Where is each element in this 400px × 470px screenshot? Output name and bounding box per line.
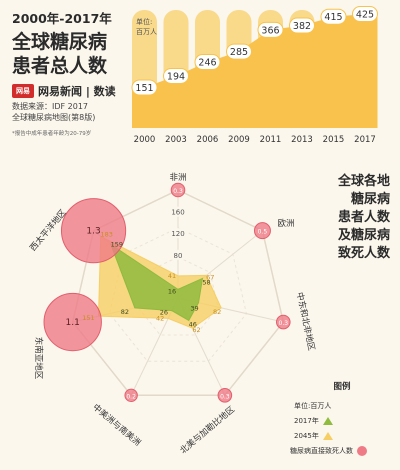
bar-chart: 151 2000 194 2003 246 2006 285 2009 366 2011 382 20… <box>131 6 378 145</box>
value-label-2017年-3: 39 <box>190 305 198 313</box>
title-range: 2000年-2017年 <box>12 11 112 26</box>
value-label-2017年-6: 82 <box>121 308 129 316</box>
source-line-1: 数据来源：IDF 2017 <box>12 102 89 111</box>
scale-label-160: 160 <box>171 209 184 217</box>
category-label-2013: 2013 <box>291 135 313 145</box>
radar-title-line-4: 及糖尿病 <box>337 228 390 243</box>
scale-label-80: 80 <box>174 252 183 260</box>
legend-deaths-label: 糖尿病直接致死人数 <box>290 446 353 455</box>
death-circle-6 <box>43 292 102 352</box>
value-label-2045年-6: 151 <box>82 314 94 322</box>
value-label-bg-2003 <box>163 67 189 84</box>
value-label-bg-2000 <box>131 79 158 96</box>
axis-label-1: 非洲 <box>169 172 186 183</box>
category-label-2017: 2017 <box>354 135 376 145</box>
death-label-2: 0.5 <box>258 229 268 236</box>
legend-2017-label: 2017年 <box>294 416 319 425</box>
value-label-bg-2017 <box>352 6 378 23</box>
scale-label-bg-160 <box>169 206 187 217</box>
value-label-bg-2015 <box>320 8 347 25</box>
value-label-2045年-7: 183 <box>101 230 113 238</box>
value-label-bg-2009 <box>226 43 252 60</box>
death-circle-3 <box>275 314 291 330</box>
value-label-2045年-4: 62 <box>192 326 200 334</box>
axis-label-5: 中美洲与南美洲 <box>90 402 143 449</box>
area-fill <box>132 14 378 128</box>
age-note: *报告中成年患者年龄为20-79岁 <box>12 131 92 137</box>
value-label-bg-2006 <box>194 54 221 71</box>
value-label-2045年-1: 41 <box>168 272 176 280</box>
axis-label-2: 欧洲 <box>277 218 294 229</box>
radar-title: 全球各地 糖尿病 患者人数 及糖尿病 致死人数 <box>298 173 390 263</box>
legend-2045-triangle-icon <box>322 431 333 440</box>
source: 数据来源：IDF 2017 全球糖尿病地图(第8版) <box>12 101 95 123</box>
category-label-2000: 2000 <box>134 135 156 145</box>
axis-label-4: 北美与加勒比地区 <box>178 404 238 456</box>
legend-unit: 单位:百万人 <box>294 401 332 410</box>
death-circle-7 <box>60 198 127 264</box>
brand: 网易 网易新闻 | 数读 <box>12 83 116 99</box>
brand-logo: 网易 <box>12 84 34 98</box>
main-title-line-2: 患者总人数 <box>12 55 108 77</box>
value-label-2045年-2: 67 <box>206 273 214 281</box>
value-label-2017: 425 <box>356 10 374 21</box>
value-label-2017年-1: 16 <box>168 287 176 295</box>
main-title: 全球糖尿病 患者总人数 <box>12 30 107 78</box>
source-line-2: 全球糖尿病地图(第8版) <box>12 113 96 122</box>
radar-title-line-5: 致死人数 <box>337 246 390 261</box>
radar-title-line-3: 患者人数 <box>337 210 390 225</box>
value-label-2011: 366 <box>261 25 279 36</box>
scale-label-120: 120 <box>171 230 184 238</box>
category-label-2009: 2009 <box>228 135 250 145</box>
category-label-2011: 2011 <box>260 135 282 145</box>
value-label-bg-2011 <box>257 21 284 38</box>
value-label-2003: 194 <box>167 71 185 82</box>
scale-label-bg-120 <box>169 228 187 239</box>
category-label-2003: 2003 <box>165 135 187 145</box>
legend: 图例 单位:百万人 2017年 2045年 糖尿病直接致死人数 <box>288 380 396 458</box>
death-label-3: 0.3 <box>279 320 289 327</box>
value-label-2013: 382 <box>293 21 311 32</box>
value-label-2009: 285 <box>230 47 248 58</box>
death-label-5: 0.2 <box>126 393 136 400</box>
category-label-2015: 2015 <box>323 135 345 145</box>
death-label-1: 0.3 <box>173 188 183 195</box>
death-label-7: 1.3 <box>86 227 100 237</box>
value-label-2006: 246 <box>198 58 216 69</box>
value-label-2045年-5: 42 <box>156 314 164 322</box>
brand-name: 网易新闻 | 数读 <box>38 85 116 98</box>
value-label-2017年-5: 26 <box>160 309 168 317</box>
legend-2017-triangle-icon <box>322 416 333 425</box>
axis-label-6: 东南亚地区 <box>33 337 44 380</box>
value-label-2000: 151 <box>135 83 153 94</box>
death-circle-4 <box>217 388 233 403</box>
death-circle-5 <box>124 388 138 403</box>
value-label-2017年-7: 159 <box>111 240 123 248</box>
unit-label-2: 百万人 <box>136 28 157 36</box>
category-label-2006: 2006 <box>197 135 219 145</box>
legend-2045-label: 2045年 <box>294 431 319 440</box>
value-label-bg-2013 <box>289 17 315 34</box>
radar-title-line-2: 糖尿病 <box>350 192 390 207</box>
radar-title-line-1: 全球各地 <box>337 174 390 189</box>
legend-deaths-circle-icon <box>357 445 367 456</box>
death-circle-2 <box>253 222 271 240</box>
death-label-6: 1.1 <box>66 318 80 328</box>
axis-label-3: 中东和北非地区 <box>294 291 317 352</box>
unit-label-1: 单位: <box>136 17 152 26</box>
legend-title: 图例 <box>333 382 351 392</box>
death-circle-1 <box>170 182 186 198</box>
death-label-4: 0.3 <box>220 393 230 400</box>
value-label-2015: 415 <box>324 12 342 23</box>
scale-label-bg-80 <box>169 249 187 260</box>
value-label-2017年-4: 46 <box>189 320 197 328</box>
value-label-2045年-3: 82 <box>213 308 221 316</box>
value-label-2017年-2: 58 <box>202 278 210 286</box>
main-title-line-1: 全球糖尿病 <box>12 31 108 53</box>
